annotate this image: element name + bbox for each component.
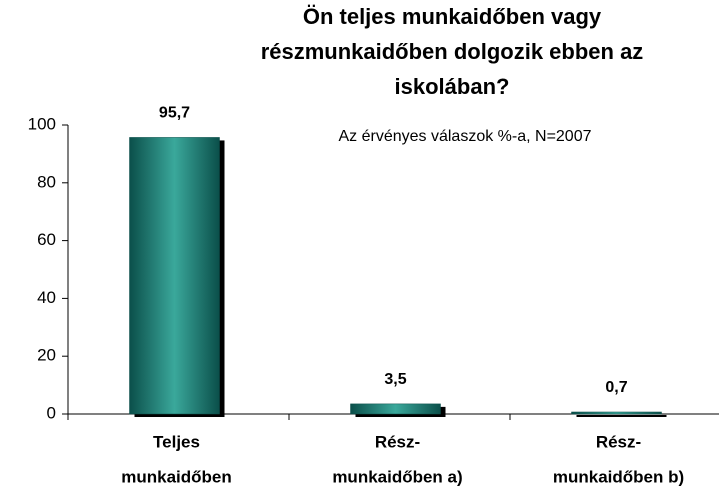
x-tick-label: munkaidőben xyxy=(121,467,232,486)
value-label: 0,7 xyxy=(605,379,627,396)
bar xyxy=(129,137,220,415)
y-tick-label: 80 xyxy=(37,172,56,191)
x-tick-label: munkaidőben b) xyxy=(553,467,684,486)
bar-shadow xyxy=(576,414,667,417)
x-tick-label: Teljes xyxy=(153,432,200,451)
chart-title: iskolában? xyxy=(395,74,510,99)
x-tick-label: Rész- xyxy=(596,432,641,451)
y-tick-label: 20 xyxy=(37,346,56,365)
y-tick-label: 40 xyxy=(37,288,56,307)
bar xyxy=(571,411,662,415)
chart-title: részmunkaidőben dolgozik ebben az xyxy=(261,39,644,64)
value-label: 95,7 xyxy=(159,105,190,122)
y-tick-label: 60 xyxy=(37,230,56,249)
bar xyxy=(350,403,441,415)
value-label: 3,5 xyxy=(384,371,406,388)
x-tick-label: munkaidőben a) xyxy=(332,467,462,486)
chart-title: Ön teljes munkaidőben vagy xyxy=(303,4,602,29)
x-tick-label: Rész- xyxy=(375,432,420,451)
y-tick-label: 100 xyxy=(28,114,56,133)
chart-subtitle: Az érvényes válaszok %-a, N=2007 xyxy=(338,128,591,145)
y-tick-label: 0 xyxy=(47,403,56,422)
